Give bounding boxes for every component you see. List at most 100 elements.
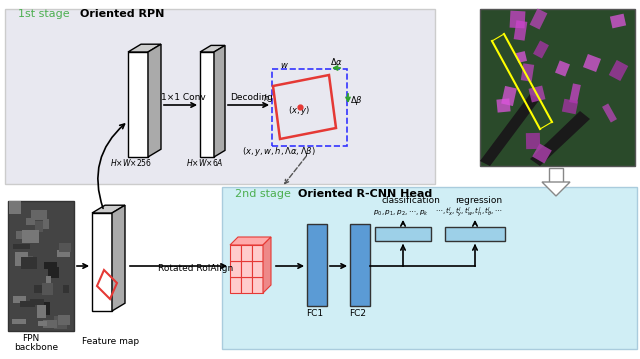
Polygon shape xyxy=(514,20,527,41)
Polygon shape xyxy=(59,243,70,252)
Text: classification: classification xyxy=(381,196,440,205)
Polygon shape xyxy=(521,63,534,82)
Polygon shape xyxy=(533,41,549,59)
Polygon shape xyxy=(555,60,570,76)
Polygon shape xyxy=(610,14,626,28)
Polygon shape xyxy=(63,285,68,293)
Text: $(x, y)$: $(x, y)$ xyxy=(288,104,310,117)
Polygon shape xyxy=(46,276,51,286)
Polygon shape xyxy=(58,315,70,325)
Polygon shape xyxy=(26,218,35,225)
Polygon shape xyxy=(13,244,29,249)
Text: Oriented R-CNN Head: Oriented R-CNN Head xyxy=(298,189,432,199)
Polygon shape xyxy=(252,277,263,293)
Polygon shape xyxy=(307,224,327,306)
Polygon shape xyxy=(602,103,617,122)
Text: 1st stage: 1st stage xyxy=(18,9,70,19)
Polygon shape xyxy=(22,230,39,243)
Text: 1×1 Conv: 1×1 Conv xyxy=(161,93,205,102)
Polygon shape xyxy=(34,285,47,293)
Text: $(x, y, w, h, \Lambda\alpha, \Lambda\beta)$: $(x, y, w, h, \Lambda\alpha, \Lambda\bet… xyxy=(242,145,316,158)
Text: $H{\times}W{\times}6A$: $H{\times}W{\times}6A$ xyxy=(186,157,223,168)
Polygon shape xyxy=(54,316,67,328)
Text: Oriented RPN: Oriented RPN xyxy=(80,9,164,19)
Polygon shape xyxy=(569,83,581,104)
Text: regression: regression xyxy=(455,196,502,205)
Polygon shape xyxy=(530,111,590,166)
Polygon shape xyxy=(31,210,47,220)
Polygon shape xyxy=(609,60,628,81)
Polygon shape xyxy=(148,44,161,157)
Polygon shape xyxy=(35,221,44,232)
Polygon shape xyxy=(112,205,125,311)
Polygon shape xyxy=(230,237,271,245)
Text: Feature map: Feature map xyxy=(82,337,139,346)
Polygon shape xyxy=(530,9,547,29)
Text: FC1: FC1 xyxy=(306,309,323,318)
Polygon shape xyxy=(40,302,51,315)
Polygon shape xyxy=(497,98,511,113)
Text: 2nd stage: 2nd stage xyxy=(235,189,291,199)
Polygon shape xyxy=(549,168,563,184)
Polygon shape xyxy=(222,187,637,349)
Polygon shape xyxy=(252,261,263,277)
Polygon shape xyxy=(526,133,540,149)
Polygon shape xyxy=(38,321,47,326)
Polygon shape xyxy=(480,9,635,166)
Polygon shape xyxy=(583,54,601,72)
Polygon shape xyxy=(252,245,263,261)
Polygon shape xyxy=(562,99,578,114)
Polygon shape xyxy=(542,182,570,196)
Text: $w$: $w$ xyxy=(280,61,289,70)
Polygon shape xyxy=(214,45,225,157)
Polygon shape xyxy=(37,305,46,318)
Polygon shape xyxy=(200,52,214,157)
Polygon shape xyxy=(8,201,74,331)
Polygon shape xyxy=(20,257,37,269)
Polygon shape xyxy=(263,237,271,293)
Polygon shape xyxy=(31,232,37,241)
Polygon shape xyxy=(241,277,252,293)
Polygon shape xyxy=(350,224,370,306)
Polygon shape xyxy=(509,11,525,28)
Polygon shape xyxy=(92,205,125,213)
Polygon shape xyxy=(529,85,545,102)
Text: FPN: FPN xyxy=(22,334,39,343)
Polygon shape xyxy=(43,219,49,229)
Polygon shape xyxy=(13,296,26,303)
Text: FC2: FC2 xyxy=(349,309,366,318)
Polygon shape xyxy=(128,44,161,52)
Polygon shape xyxy=(49,267,59,278)
Polygon shape xyxy=(17,231,31,239)
Text: Decoding: Decoding xyxy=(230,93,273,102)
Text: backbone: backbone xyxy=(14,343,58,352)
Polygon shape xyxy=(22,256,33,264)
Polygon shape xyxy=(532,144,552,163)
Text: $p_0, p_1, p_2, \cdots, p_k$: $p_0, p_1, p_2, \cdots, p_k$ xyxy=(373,209,429,218)
Polygon shape xyxy=(480,94,540,166)
Polygon shape xyxy=(445,227,505,241)
Text: $\Delta\beta$: $\Delta\beta$ xyxy=(350,94,363,107)
Polygon shape xyxy=(57,250,70,257)
Polygon shape xyxy=(44,262,56,269)
Polygon shape xyxy=(12,319,26,324)
Polygon shape xyxy=(30,299,44,305)
Polygon shape xyxy=(128,52,148,157)
Text: $H{\times}W{\times}256$: $H{\times}W{\times}256$ xyxy=(110,157,152,168)
Polygon shape xyxy=(92,213,112,311)
Polygon shape xyxy=(375,227,431,241)
Text: $\cdots,t_x^l,t_y^l,t_w^l,t_h^l,t_\theta^l,\cdots$: $\cdots,t_x^l,t_y^l,t_w^l,t_h^l,t_\theta… xyxy=(435,206,502,220)
Text: $h$: $h$ xyxy=(263,92,269,103)
Polygon shape xyxy=(501,86,517,106)
Polygon shape xyxy=(9,201,20,214)
Polygon shape xyxy=(230,245,241,261)
Polygon shape xyxy=(200,45,225,52)
Text: Rotated RoIAlign: Rotated RoIAlign xyxy=(158,264,233,273)
Polygon shape xyxy=(42,283,53,295)
Polygon shape xyxy=(20,301,35,307)
Polygon shape xyxy=(230,261,241,277)
Polygon shape xyxy=(5,9,435,184)
Polygon shape xyxy=(241,245,252,261)
Polygon shape xyxy=(15,252,28,266)
Polygon shape xyxy=(516,51,527,63)
